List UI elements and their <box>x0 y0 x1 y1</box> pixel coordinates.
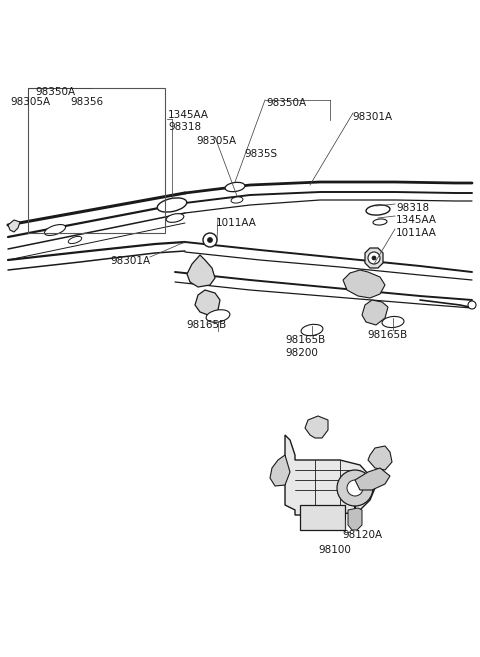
Text: 98200: 98200 <box>285 348 318 358</box>
Polygon shape <box>285 435 375 515</box>
Polygon shape <box>8 220 20 232</box>
Ellipse shape <box>366 205 390 215</box>
Circle shape <box>347 480 363 496</box>
Ellipse shape <box>382 317 404 328</box>
Text: 9835S: 9835S <box>244 149 277 159</box>
Ellipse shape <box>301 325 323 336</box>
Text: 98165B: 98165B <box>186 320 226 330</box>
Text: 98301A: 98301A <box>352 112 392 122</box>
Ellipse shape <box>231 197 243 203</box>
Text: 98301A: 98301A <box>110 256 150 266</box>
Text: 98350A: 98350A <box>266 98 306 108</box>
Text: 98356: 98356 <box>70 97 103 107</box>
Text: 98305A: 98305A <box>196 136 236 146</box>
Text: 1345AA: 1345AA <box>168 110 209 120</box>
Text: 1011AA: 1011AA <box>396 228 437 238</box>
Polygon shape <box>368 446 392 470</box>
Polygon shape <box>355 468 390 490</box>
Text: 98350A: 98350A <box>35 87 75 97</box>
Polygon shape <box>305 416 328 438</box>
Polygon shape <box>365 248 383 268</box>
Text: 98165B: 98165B <box>367 330 407 340</box>
Ellipse shape <box>225 183 245 192</box>
Circle shape <box>468 301 476 309</box>
Bar <box>28 88 165 233</box>
Ellipse shape <box>206 309 230 323</box>
Text: 1011AA: 1011AA <box>216 218 257 228</box>
Polygon shape <box>270 455 290 486</box>
Polygon shape <box>343 270 385 298</box>
Text: 1345AA: 1345AA <box>396 215 437 225</box>
Ellipse shape <box>157 198 187 212</box>
Circle shape <box>350 519 360 529</box>
Text: 98318: 98318 <box>396 203 429 213</box>
Text: 98100: 98100 <box>318 545 351 555</box>
Polygon shape <box>348 508 362 530</box>
Circle shape <box>337 470 373 506</box>
Circle shape <box>203 233 217 247</box>
Circle shape <box>207 237 213 242</box>
Polygon shape <box>195 290 220 315</box>
Ellipse shape <box>166 214 184 222</box>
Polygon shape <box>187 255 215 287</box>
Text: 98318: 98318 <box>168 122 201 132</box>
Circle shape <box>372 256 376 260</box>
Text: 98165B: 98165B <box>285 335 325 345</box>
Ellipse shape <box>68 237 82 244</box>
Polygon shape <box>362 300 388 325</box>
Circle shape <box>368 252 380 264</box>
Text: 98305A: 98305A <box>10 97 50 107</box>
Text: 98120A: 98120A <box>342 530 382 540</box>
Polygon shape <box>300 505 345 530</box>
Ellipse shape <box>45 225 66 235</box>
Ellipse shape <box>373 219 387 225</box>
